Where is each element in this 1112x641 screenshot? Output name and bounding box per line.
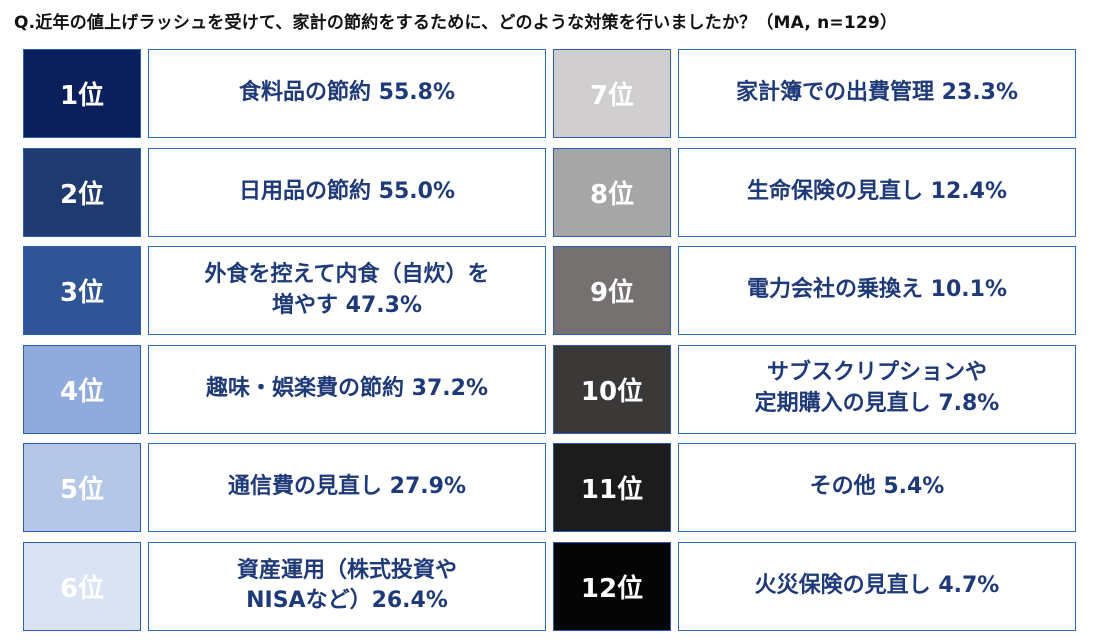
item-label: 日用品の節約 55.0% [239,178,455,204]
rank-badge: 10位 [553,344,671,434]
ranking-row: 5位 通信費の見直し 27.9% [23,443,547,534]
item-label: 資産運用（株式投資や NISAなど）26.4% [236,557,457,614]
item-label: 通信費の見直し 27.9% [228,474,466,500]
item-label: 趣味・娯楽費の節約 37.2% [206,375,488,401]
ranking-row: 11位 その他 5.4% [553,443,1077,534]
item-label: 電力会社の乗換え 10.1% [747,277,1007,303]
rank-badge: 6位 [23,541,141,631]
ranking-row: 9位 電力会社の乗換え 10.1% [553,246,1077,337]
item-label: 食料品の節約 55.8% [239,80,455,106]
ranking-row: 3位 外食を控えて内食（自炊）を 増やす 47.3% [23,246,547,337]
rank-badge: 5位 [23,443,141,533]
item-label-box: 趣味・娯楽費の節約 37.2% [148,344,546,434]
ranking-row: 12位 火災保険の見直し 4.7% [553,541,1077,633]
rank-badge: 9位 [553,246,671,336]
ranking-column-left: 1位 食料品の節約 55.8% 2位 日用品の節約 55.0% 3位 外食を控えて内食（自… [23,49,547,641]
item-label-box: 家計簿での出費管理 23.3% [678,49,1076,138]
ranking-row: 8位 生命保険の見直し 12.4% [553,147,1077,239]
ranking-row: 2位 日用品の節約 55.0% [23,147,547,239]
item-label-box: その他 5.4% [678,443,1076,533]
ranking-column-right: 7位 家計簿での出費管理 23.3% 8位 生命保険の見直し 12.4% 9位 電力会社の… [553,49,1077,641]
item-label-box: 生命保険の見直し 12.4% [678,147,1076,237]
rank-badge: 4位 [23,344,141,434]
ranking-row: 6位 資産運用（株式投資や NISAなど）26.4% [23,541,547,633]
item-label: 外食を控えて内食（自炊）を 増やす 47.3% [204,261,490,318]
ranking-row: 7位 家計簿での出費管理 23.3% [553,49,1077,140]
ranking-row: 1位 食料品の節約 55.8% [23,49,547,140]
item-label: 火災保険の見直し 4.7% [754,573,1000,599]
rank-badge: 2位 [23,147,141,237]
item-label-box: 火災保険の見直し 4.7% [678,541,1076,631]
item-label: サブスクリプションや 定期購入の見直し 7.8% [754,360,1000,417]
ranking-row: 10位 サブスクリプションや 定期購入の見直し 7.8% [553,344,1077,436]
rank-badge: 3位 [23,246,141,336]
item-label-box: 資産運用（株式投資や NISAなど）26.4% [148,541,546,631]
rank-badge: 8位 [553,147,671,237]
question-title: Q.近年の値上げラッシュを受けて、家計の節約をするために、どのような対策を行いま… [14,13,898,33]
item-label-box: 電力会社の乗換え 10.1% [678,246,1076,336]
item-label-box: 外食を控えて内食（自炊）を 増やす 47.3% [148,246,546,336]
item-label-box: サブスクリプションや 定期購入の見直し 7.8% [678,344,1076,434]
item-label: 家計簿での出費管理 23.3% [736,80,1018,106]
rank-badge: 11位 [553,443,671,533]
item-label-box: 通信費の見直し 27.9% [148,443,546,533]
rank-badge: 7位 [553,49,671,138]
item-label: 生命保険の見直し 12.4% [747,178,1007,204]
ranking-row: 4位 趣味・娯楽費の節約 37.2% [23,344,547,436]
rank-badge: 1位 [23,49,141,138]
item-label-box: 食料品の節約 55.8% [148,49,546,138]
rank-badge: 12位 [553,541,671,631]
item-label-box: 日用品の節約 55.0% [148,147,546,237]
item-label: その他 5.4% [809,474,945,500]
